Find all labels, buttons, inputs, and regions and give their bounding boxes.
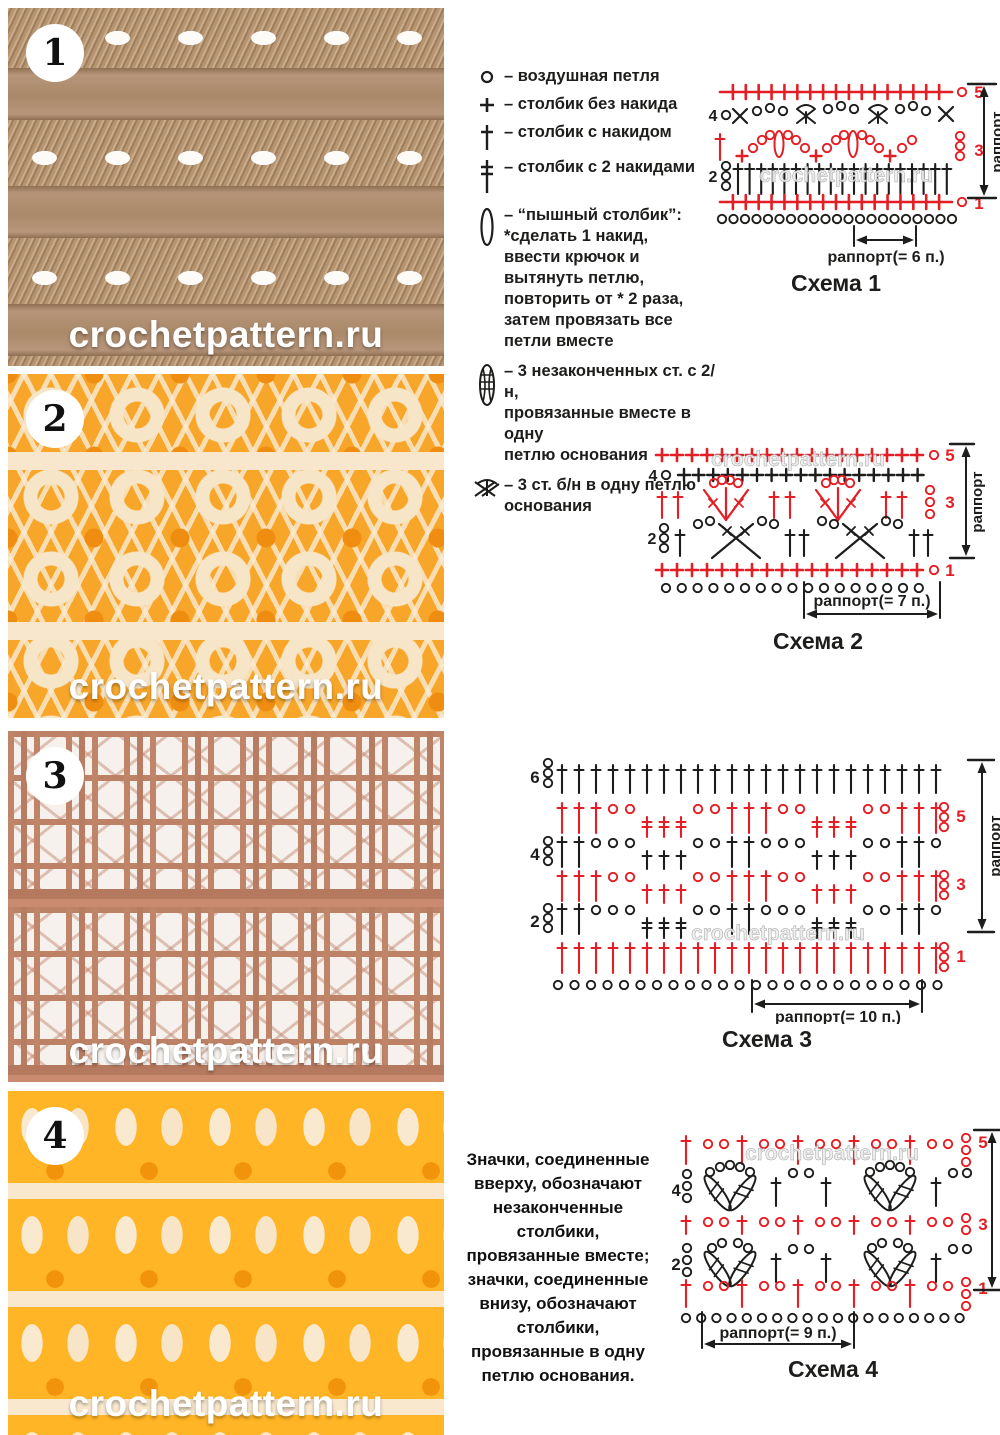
photo-4-watermark: crochetpattern.ru bbox=[68, 1383, 384, 1424]
legend-item-treble-crochet: – столбик с 2 накидами bbox=[470, 157, 720, 196]
photo-3-watermark: crochetpattern.ru bbox=[68, 1030, 384, 1071]
diagram-label: раппорт bbox=[989, 111, 1000, 172]
legend-item-single-crochet-label: – столбик без накида bbox=[504, 95, 678, 113]
diagram-label: 2 bbox=[672, 1255, 681, 1274]
diagram-label: раппорт bbox=[987, 815, 1000, 876]
chain-symbol-icon bbox=[470, 66, 504, 87]
swatch-photo-2: 2 crochetpattern.ru bbox=[8, 374, 444, 718]
diagram-label: 3 bbox=[956, 875, 965, 894]
double-crochet-symbol-icon bbox=[470, 122, 504, 153]
diagram-label: 5 bbox=[978, 1133, 987, 1152]
puff-stitch-symbol-icon bbox=[470, 205, 504, 249]
schema-2-diagram: 5 4 3 2 1 раппорт(= 7 п.) раппорт crochetpatter… bbox=[648, 442, 986, 619]
swatch-photo-1: 1 crochetpattern.ru bbox=[8, 8, 444, 366]
diagram-label: 4 bbox=[649, 468, 658, 485]
pattern-note: Значки, соединенные вверху, обозначают н… bbox=[466, 1150, 650, 1385]
schema-watermark: crochetpattern.ru bbox=[711, 448, 885, 471]
schema-4-title: Схема 4 bbox=[787, 1356, 878, 1382]
swatch-photo-4: 4 crochetpattern.ru bbox=[8, 1091, 444, 1435]
diagram-label: 2 bbox=[648, 531, 657, 548]
diagram-label: 1 bbox=[978, 1279, 987, 1298]
diagram-label: 4 bbox=[709, 108, 718, 125]
schema-4: 5 4 3 2 1 раппорт(= 9 п.) раппорт crochetpatter… bbox=[672, 1122, 1000, 1383]
diagram-label: 3 bbox=[978, 1215, 987, 1234]
legend-item-double-crochet: – столбик с накидом bbox=[470, 122, 720, 153]
photo-4-number-badge: 4 bbox=[26, 1107, 84, 1165]
schema-1-diagram: 5 4 3 2 1 раппорт(= 6 п.) раппорт crochetpatter… bbox=[709, 82, 1000, 266]
legend-item-double-crochet-label: – столбик с накидом bbox=[504, 123, 672, 141]
diagram-label: раппорт bbox=[995, 1179, 1000, 1240]
legend-item-single-crochet: – столбик без накида bbox=[470, 94, 720, 115]
diagram-label: 3 bbox=[974, 141, 983, 160]
legend: – воздушная петля – столбик без накида –… bbox=[470, 66, 720, 524]
schema-2-title: Схема 2 bbox=[772, 628, 863, 654]
single-crochet-symbol-icon bbox=[470, 94, 504, 115]
diagram-label: 4 bbox=[530, 845, 540, 864]
diagram-label: 1 bbox=[974, 194, 983, 213]
diagram-label: 5 bbox=[945, 446, 954, 465]
diagram-label: 2 bbox=[709, 169, 718, 186]
diagram-label: раппорт(= 9 п.) bbox=[719, 1325, 836, 1342]
diagram-label: 5 bbox=[974, 83, 983, 102]
diagram-label: 3 bbox=[945, 493, 954, 512]
legend-item-cluster: – 3 незаконченных ст. с 2/н, провязанные… bbox=[470, 361, 720, 466]
schema-1: 5 4 3 2 1 раппорт(= 6 п.) раппорт crochetpatter… bbox=[706, 78, 1000, 297]
diagram-label: раппорт(= 6 п.) bbox=[827, 249, 944, 266]
schema-4-diagram: 5 4 3 2 1 раппорт(= 9 п.) раппорт crochetpatter… bbox=[672, 1128, 1000, 1349]
legend-item-puff-stitch-label: – “пышный столбик”: *сделать 1 накид, вв… bbox=[504, 206, 684, 350]
swatch-photo-3: 3 crochetpattern.ru bbox=[8, 731, 444, 1082]
photo-2-watermark: crochetpattern.ru bbox=[68, 666, 384, 707]
diagram-label: 6 bbox=[530, 768, 539, 787]
diagram-label: раппорт(= 7 п.) bbox=[813, 593, 930, 610]
legend-item-puff-stitch: – “пышный столбик”: *сделать 1 накид, вв… bbox=[470, 205, 720, 352]
diagram-label: 1 bbox=[956, 947, 965, 966]
diagram-label: 1 bbox=[945, 561, 954, 580]
3sc-in-one-symbol-icon bbox=[470, 475, 504, 501]
photo-1-number-badge: 1 bbox=[26, 24, 84, 82]
schema-watermark: crochetpattern.ru bbox=[691, 922, 865, 945]
schema-3-title: Схема 3 bbox=[721, 1026, 812, 1052]
photo-3-number-badge: 3 bbox=[26, 747, 84, 805]
schema-watermark: crochetpattern.ru bbox=[759, 164, 933, 187]
diagram-label: 5 bbox=[956, 807, 965, 826]
legend-item-treble-crochet-label: – столбик с 2 накидами bbox=[504, 158, 695, 176]
cluster-symbol-icon bbox=[470, 361, 504, 409]
legend-item-cluster-label: – 3 незаконченных ст. с 2/н, провязанные… bbox=[504, 362, 715, 464]
diagram-label: раппорт bbox=[969, 471, 986, 532]
diagram-label: раппорт(= 10 п.) bbox=[775, 1009, 901, 1024]
schema-1-title: Схема 1 bbox=[790, 270, 881, 296]
schema-watermark: crochetpattern.ru bbox=[745, 1142, 919, 1165]
photo-2-number-badge: 2 bbox=[26, 390, 84, 448]
schema-2: 5 4 3 2 1 раппорт(= 7 п.) раппорт crochetpatter… bbox=[648, 436, 988, 655]
legend-item-chain-label: – воздушная петля bbox=[504, 67, 660, 85]
legend-item-chain: – воздушная петля bbox=[470, 66, 720, 87]
schema-3: 6 5 4 3 2 1 раппорт(= 10 п.) раппорт crochetpatt… bbox=[528, 754, 1000, 1053]
diagram-label: 2 bbox=[530, 912, 539, 931]
photo-1-watermark: crochetpattern.ru bbox=[68, 314, 384, 355]
treble-crochet-symbol-icon bbox=[470, 157, 504, 196]
diagram-label: 4 bbox=[672, 1181, 681, 1200]
schema-3-diagram: 6 5 4 3 2 1 раппорт(= 10 п.) раппорт crochetpatt… bbox=[530, 757, 1000, 1024]
